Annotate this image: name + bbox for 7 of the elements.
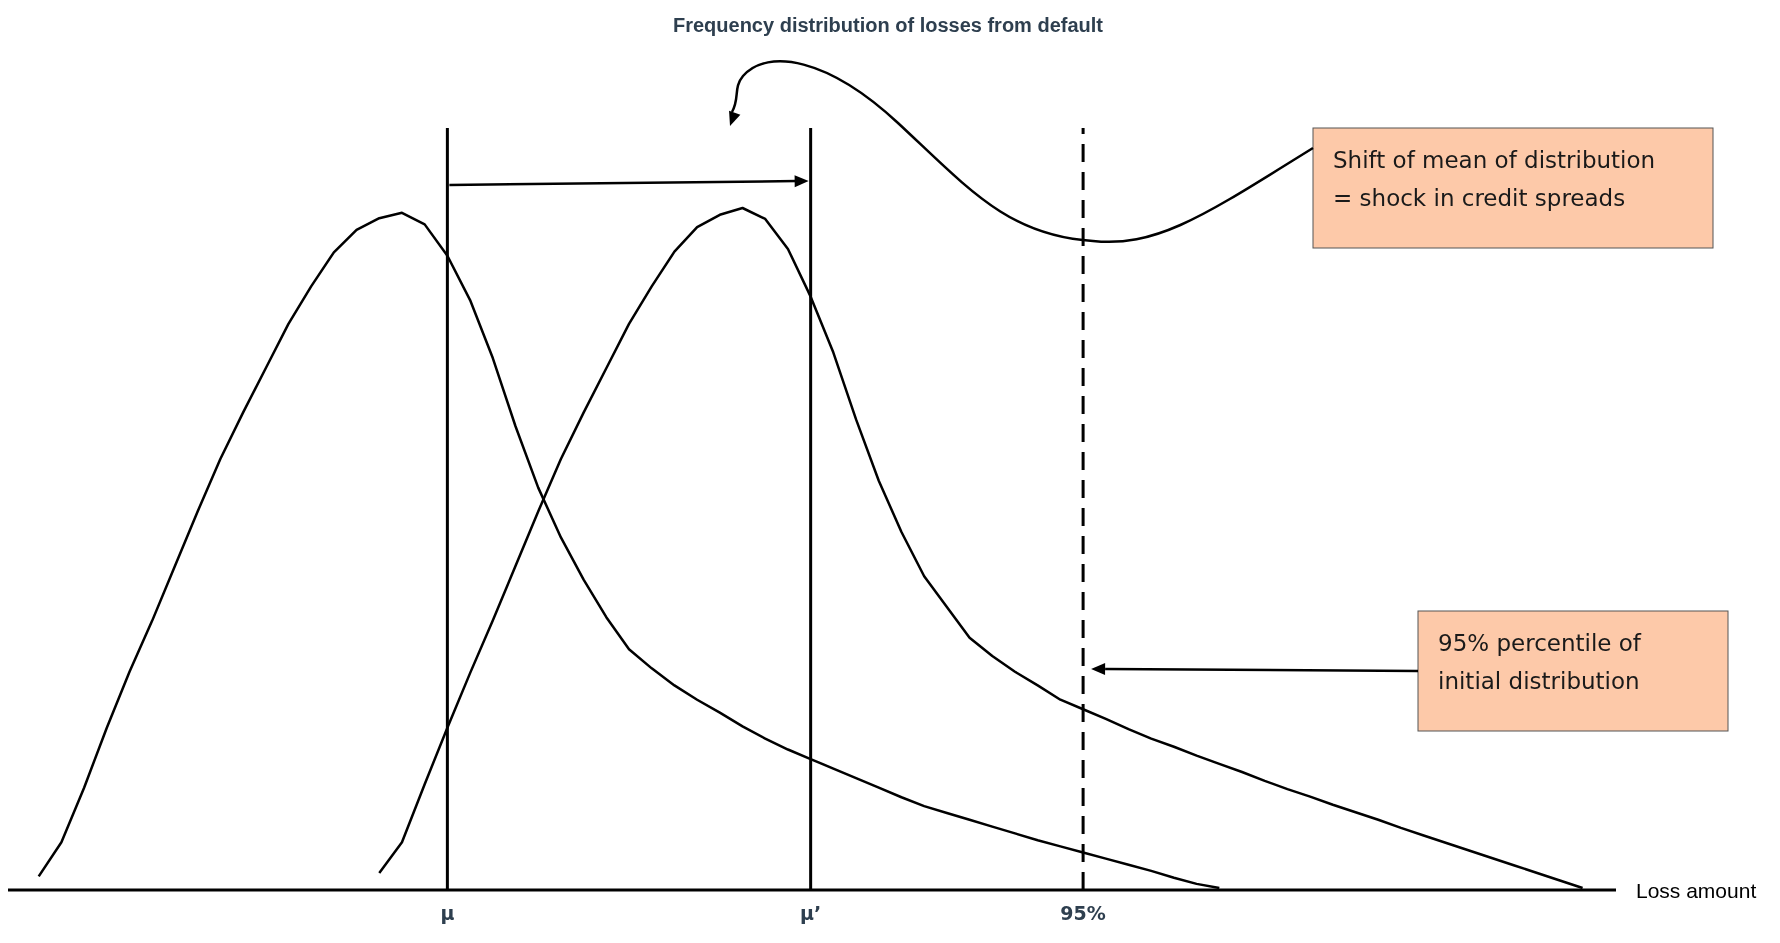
x-tick-label: μ’: [800, 902, 822, 924]
chart-title: Frequency distribution of losses from default: [672, 14, 1104, 36]
annotation: Shift of mean of distribution = shock in credit spreads: [1333, 147, 1656, 211]
x-tick-label: μ: [440, 902, 455, 924]
x-axis-title: Loss amount: [1636, 878, 1757, 902]
x-tick-label: 95%: [1060, 902, 1106, 924]
annotation: 95% percentile of initial distribution: [1438, 630, 1642, 694]
